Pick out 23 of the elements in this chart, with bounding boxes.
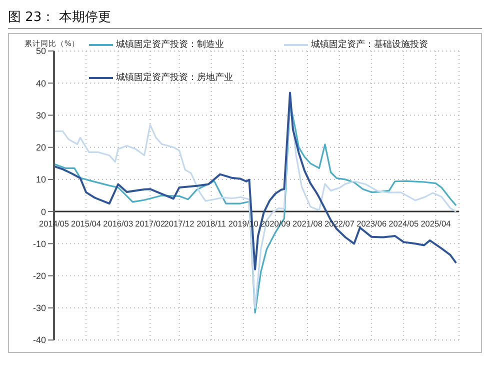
legend-label: 城镇固定资产投资：制造业 bbox=[116, 38, 224, 51]
x-tick-label: 2025/04 bbox=[420, 218, 452, 229]
y-tick-label: 20 bbox=[36, 142, 46, 153]
chart-title: 图 23： 本期停更 bbox=[8, 8, 482, 29]
y-tick-label: -30 bbox=[32, 303, 46, 314]
x-tick-label: 2023/06 bbox=[356, 218, 387, 229]
x-tick-label: 2021/08 bbox=[292, 218, 323, 229]
y-tick-label: 0 bbox=[40, 206, 46, 217]
x-tick-label: 2017/12 bbox=[164, 218, 195, 229]
x-tick-label: 2016/03 bbox=[103, 218, 134, 229]
y-tick-label: 10 bbox=[36, 174, 46, 185]
x-tick-label: 2015/04 bbox=[71, 218, 102, 229]
x-tick-label: 2024/05 bbox=[388, 218, 420, 229]
legend-label: 城镇固定资产投资：房地产业 bbox=[116, 71, 233, 84]
y-tick-label: 40 bbox=[36, 78, 46, 88]
y-tick-label: -20 bbox=[32, 270, 46, 281]
y-tick-label: 50 bbox=[36, 46, 46, 56]
x-tick-label: 2017/02 bbox=[135, 218, 166, 229]
y-tick-label: -10 bbox=[32, 238, 46, 249]
y-tick-label: 30 bbox=[36, 110, 46, 120]
x-tick-label: 2018/11 bbox=[196, 218, 226, 229]
legend-label: 城镇固定资产：基础设施投资 bbox=[311, 38, 428, 51]
y-tick-label: -40 bbox=[32, 335, 46, 346]
